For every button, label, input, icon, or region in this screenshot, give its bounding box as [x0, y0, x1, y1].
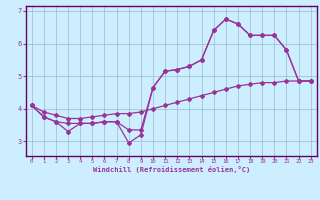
X-axis label: Windchill (Refroidissement éolien,°C): Windchill (Refroidissement éolien,°C): [92, 166, 250, 173]
